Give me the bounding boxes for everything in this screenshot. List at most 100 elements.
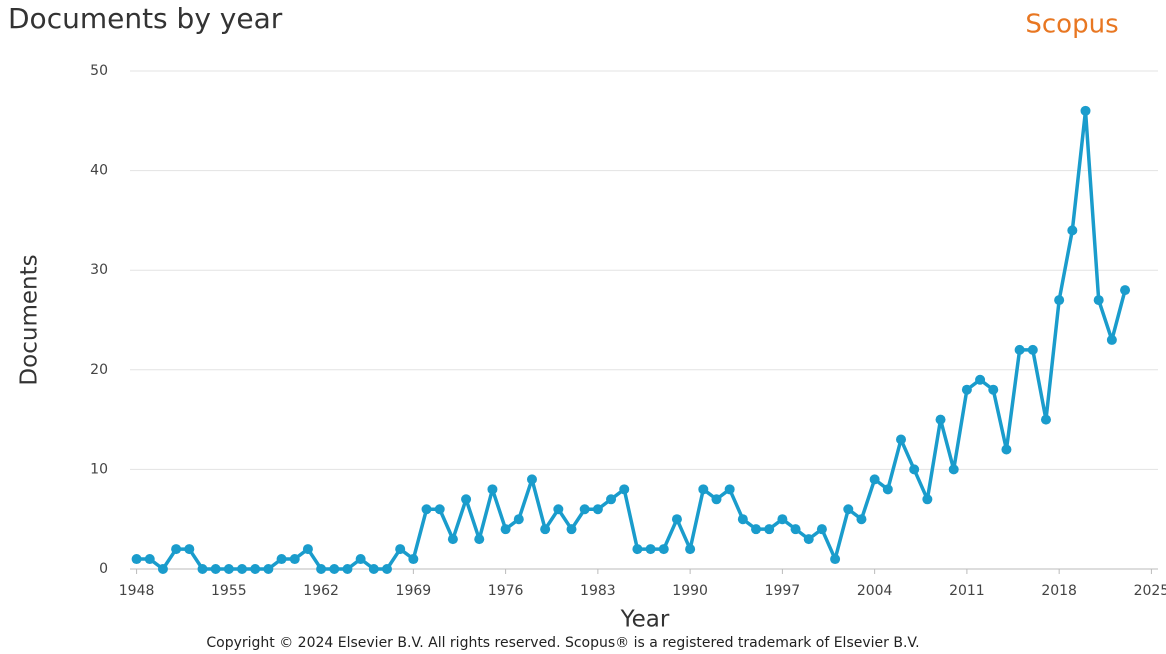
data-point (474, 534, 485, 545)
data-point (487, 484, 498, 495)
data-point (237, 564, 248, 574)
data-point (157, 564, 168, 574)
data-point (592, 504, 603, 515)
brand-logo: Scopus (1025, 10, 1118, 40)
data-point (619, 484, 630, 495)
data-point (197, 564, 208, 574)
data-point (1120, 285, 1131, 296)
data-point (751, 524, 762, 535)
x-tick-label: 1948 (119, 583, 155, 599)
data-point (1080, 105, 1091, 116)
data-point (698, 484, 709, 495)
data-point (737, 514, 748, 525)
data-point (302, 544, 313, 555)
data-point (1106, 334, 1117, 345)
data-point (553, 504, 564, 515)
data-point (263, 564, 274, 574)
data-point (830, 554, 841, 565)
data-point (184, 544, 195, 555)
data-point (500, 524, 511, 535)
data-point (1001, 444, 1012, 455)
data-point (1067, 225, 1078, 236)
data-point (606, 494, 617, 505)
y-tick-label: 10 (90, 461, 108, 477)
data-point (1040, 414, 1051, 425)
x-tick-label: 1955 (211, 583, 247, 599)
data-point (144, 554, 155, 565)
data-point (434, 504, 445, 515)
data-point (988, 384, 999, 395)
x-tick-label: 1976 (488, 583, 524, 599)
data-point (355, 554, 366, 565)
data-point (816, 524, 827, 535)
y-tick-label: 20 (90, 362, 108, 378)
data-point (711, 494, 722, 505)
data-point (896, 434, 906, 445)
data-point (671, 514, 682, 525)
x-tick-label: 2011 (949, 583, 985, 599)
data-point (843, 504, 854, 515)
data-point (395, 544, 406, 555)
data-point (935, 414, 946, 425)
data-point (368, 564, 379, 574)
data-point (882, 484, 893, 495)
data-point (526, 474, 537, 485)
data-point (1093, 295, 1104, 306)
data-point (131, 554, 142, 565)
data-point (1054, 295, 1065, 306)
data-point (724, 484, 735, 495)
data-point (461, 494, 472, 505)
data-point (909, 464, 920, 475)
data-point (316, 564, 327, 574)
data-point (856, 514, 867, 525)
data-point (382, 564, 392, 574)
data-point (764, 524, 775, 535)
x-tick-label: 1969 (396, 583, 432, 599)
data-point (948, 464, 959, 475)
data-point (579, 504, 590, 515)
data-line (136, 109, 1127, 571)
data-point (223, 564, 234, 574)
data-point (329, 564, 340, 574)
data-point (685, 544, 696, 555)
x-tick-label: 1983 (580, 583, 616, 599)
data-point (210, 564, 221, 574)
data-point (975, 374, 986, 385)
data-point (632, 544, 643, 555)
x-tick-label: 1997 (765, 583, 801, 599)
x-axis-label: Year (620, 607, 670, 633)
data-point (447, 534, 458, 545)
y-axis-label: Documents (17, 254, 43, 385)
data-point (961, 384, 972, 395)
data-point (342, 564, 353, 574)
data-point (408, 554, 419, 565)
data-point (803, 534, 814, 545)
chart-title: Documents by year (8, 2, 283, 35)
y-tick-label: 30 (90, 262, 108, 278)
data-point (566, 524, 577, 535)
data-point (540, 524, 551, 535)
x-tick-label: 1990 (672, 583, 708, 599)
data-point (513, 514, 524, 525)
y-tick-label: 0 (99, 561, 108, 577)
copyright: Copyright © 2024 Elsevier B.V. All right… (206, 635, 919, 651)
data-point (1014, 344, 1025, 355)
x-tick-label: 2025 (1134, 583, 1166, 599)
y-tick-label: 40 (90, 163, 108, 179)
data-point (250, 564, 261, 574)
data-point (869, 474, 880, 485)
x-tick-label: 2018 (1041, 583, 1077, 599)
x-tick-label: 2004 (857, 583, 893, 599)
data-point (289, 554, 300, 565)
data-point (777, 514, 788, 525)
y-tick-label: 50 (90, 63, 108, 79)
data-point (658, 544, 669, 555)
x-tick-label: 1962 (303, 583, 339, 599)
data-point (790, 524, 801, 535)
data-point (171, 544, 182, 555)
data-point (1027, 344, 1038, 355)
data-point (922, 494, 933, 505)
data-point (645, 544, 656, 555)
data-point (421, 504, 432, 515)
